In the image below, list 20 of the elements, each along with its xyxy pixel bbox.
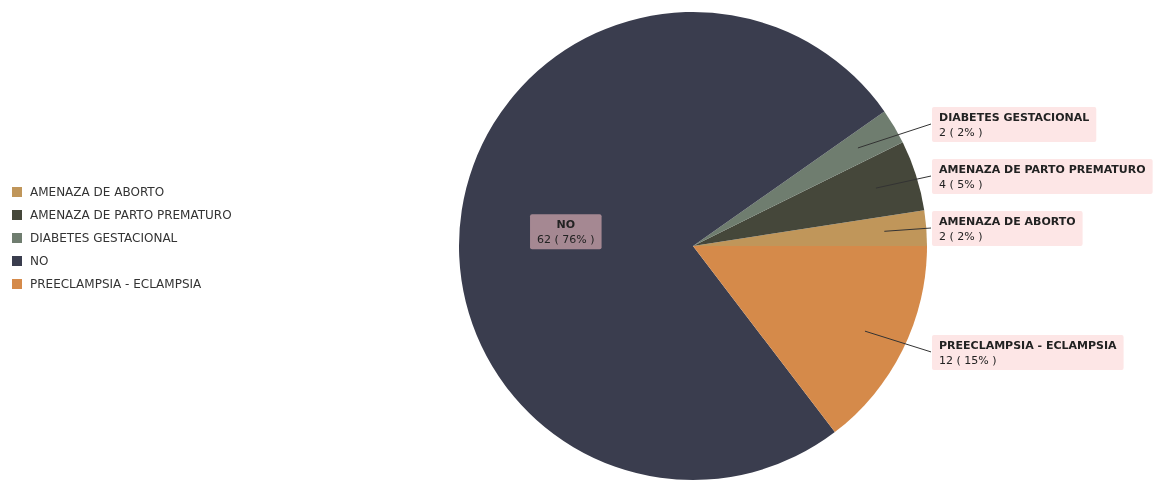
data-label: 2 ( 2% ) <box>939 126 983 140</box>
pie-slice <box>693 246 927 433</box>
legend-label: AMENAZA DE ABORTO <box>30 185 165 199</box>
pie-slice <box>459 12 885 480</box>
slice-label: AMENAZA DE ABORTO <box>939 215 1076 229</box>
data-label: 62 ( 76% ) <box>537 233 595 247</box>
slice-label: DIABETES GESTACIONAL <box>939 111 1090 125</box>
data-label: 4 ( 5% ) <box>939 178 983 192</box>
slice-label: AMENAZA DE PARTO PREMATURO <box>939 163 1146 177</box>
legend-label: AMENAZA DE PARTO PREMATURO <box>30 208 232 222</box>
pie-slice <box>693 111 903 246</box>
legend-label: NO <box>30 254 49 268</box>
data-label: 2 ( 2% ) <box>939 230 983 244</box>
data-label: 12 ( 15% ) <box>939 353 997 367</box>
slice-label: NO <box>556 218 576 232</box>
pie-slice <box>693 142 925 246</box>
pie-slice <box>693 210 927 246</box>
slice-label: PREECLAMPSIA - ECLAMPSIA <box>939 338 1118 352</box>
legend-label: PREECLAMPSIA - ECLAMPSIA <box>30 277 203 291</box>
legend-label: DIABETES GESTACIONAL <box>30 231 178 245</box>
